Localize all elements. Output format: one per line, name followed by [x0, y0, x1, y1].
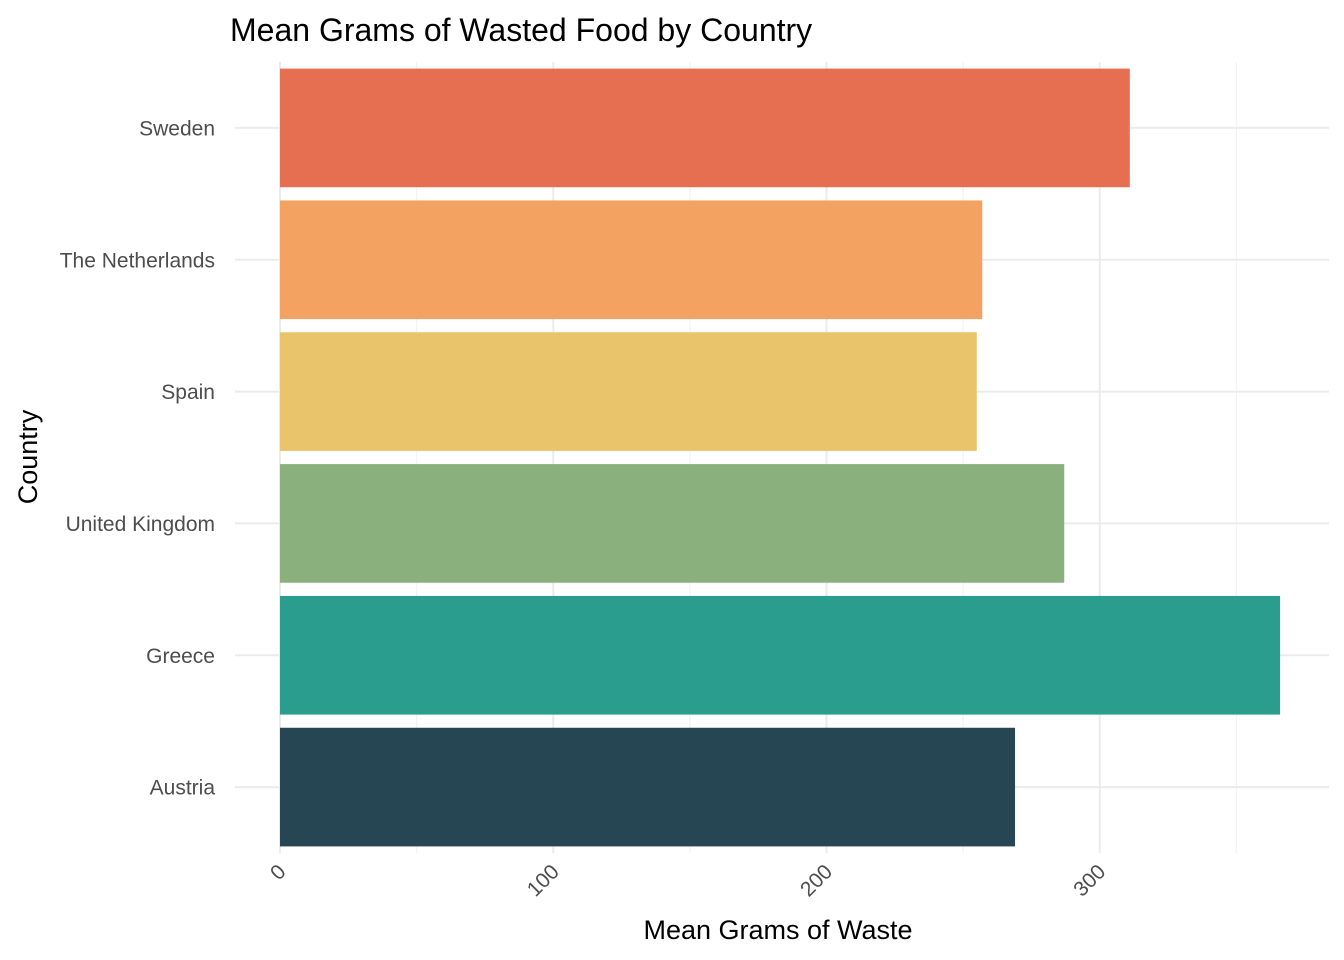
x-tick-label: 100 — [523, 860, 564, 901]
x-tick-label: 300 — [1069, 860, 1110, 901]
bar-spain — [280, 332, 977, 451]
bar-the-netherlands — [280, 200, 983, 320]
y-axis-title: Country — [13, 409, 43, 504]
x-tick-labels: 0 100 200 300 — [266, 860, 1110, 901]
x-axis-title: Mean Grams of Waste — [643, 915, 912, 945]
y-tick-label: The Netherlands — [60, 249, 215, 272]
bar-sweden — [280, 68, 1130, 188]
bar-greece — [280, 595, 1281, 715]
bars — [280, 68, 1281, 847]
bar-austria — [280, 727, 1016, 847]
x-tick-label: 0 — [266, 860, 291, 885]
y-tick-label: Greece — [146, 645, 215, 668]
y-tick-label: United Kingdom — [66, 513, 215, 536]
bar-united-kingdom — [280, 464, 1065, 583]
chart-title: Mean Grams of Wasted Food by Country — [230, 12, 812, 48]
x-tick-label: 200 — [796, 860, 837, 901]
y-tick-labels: Austria Greece United Kingdom Spain The Neth… — [60, 117, 216, 799]
y-tick-label: Austria — [150, 777, 216, 800]
y-tick-label: Sweden — [139, 117, 215, 140]
y-tick-label: Spain — [161, 381, 215, 404]
